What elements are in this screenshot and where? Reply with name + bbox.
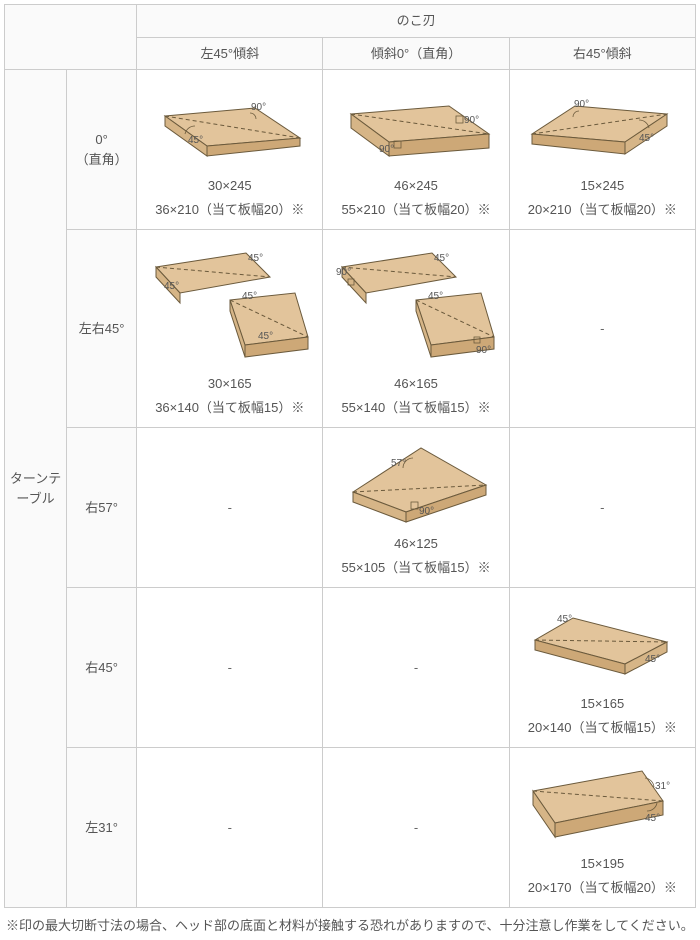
dims-r45-right45-2: 20×140（当て板幅15）※: [528, 718, 677, 738]
svg-text:45°: 45°: [434, 253, 449, 264]
cell-lr45-left45: 45° 45° 45° 45° 30×165 36×140（当て板幅15）※: [137, 230, 323, 428]
svg-text:90°: 90°: [379, 144, 394, 155]
corner-header: [5, 5, 137, 70]
table-row: 右57° - 57° 90°: [5, 428, 696, 588]
cell-r57-left45: -: [137, 428, 323, 588]
diagram-r45-right45: 45° 45°: [527, 598, 677, 690]
col-left45: 左45°傾斜: [137, 37, 323, 70]
diagram-0-right45: 90° 45°: [527, 80, 677, 172]
cell-0-right45: 90° 45° 15×245 20×210（当て板幅20）※: [509, 70, 695, 230]
svg-text:90°: 90°: [574, 99, 589, 110]
svg-text:90°: 90°: [464, 115, 479, 126]
dash: -: [228, 500, 232, 515]
cell-l31-tilt0: -: [323, 748, 509, 908]
diagram-lr45-tilt0: 45° 90° 45° 90°: [336, 240, 496, 370]
dims-r57-tilt0-1: 46×125: [394, 534, 438, 554]
turntable-label: ターンテーブル: [5, 70, 67, 908]
row-lr45-label: 左右45°: [67, 230, 137, 428]
cell-l31-left45: -: [137, 748, 323, 908]
row-r45-label: 右45°: [67, 588, 137, 748]
table-row: 右45° - - 45° 45° 15×165: [5, 588, 696, 748]
dims-r57-tilt0-2: 55×105（当て板幅15）※: [341, 558, 490, 578]
saw-blade-header: のこ刃: [137, 5, 696, 38]
diagram-r57-tilt0: 57° 90°: [341, 438, 491, 530]
row-0-label-l1: 0°: [71, 130, 132, 150]
row-l31-label: 左31°: [67, 748, 137, 908]
dims-l31-right45-2: 20×170（当て板幅20）※: [528, 878, 677, 898]
col-right45: 右45°傾斜: [509, 37, 695, 70]
svg-text:45°: 45°: [645, 813, 660, 824]
svg-text:45°: 45°: [645, 654, 660, 665]
diagram-l31-right45: 31° 45°: [527, 758, 677, 850]
cell-r45-right45: 45° 45° 15×165 20×140（当て板幅15）※: [509, 588, 695, 748]
dims-r45-right45-1: 15×165: [580, 694, 624, 714]
dash: -: [228, 660, 232, 675]
diagram-lr45-left45: 45° 45° 45° 45°: [150, 240, 310, 370]
dash: -: [600, 500, 604, 515]
dims-lr45-tilt0-1: 46×165: [394, 374, 438, 394]
dims-0-tilt0-1: 46×245: [394, 176, 438, 196]
cutting-spec-table: のこ刃 左45°傾斜 傾斜0°（直角） 右45°傾斜 ターンテーブル 0° （直…: [4, 4, 696, 908]
cell-lr45-tilt0: 45° 90° 45° 90° 46×165 5: [323, 230, 509, 428]
cell-r45-left45: -: [137, 588, 323, 748]
svg-text:45°: 45°: [557, 614, 572, 625]
dash: -: [414, 820, 418, 835]
svg-text:90°: 90°: [476, 345, 491, 356]
svg-text:57°: 57°: [391, 458, 406, 469]
svg-text:90°: 90°: [251, 102, 266, 113]
dash: -: [414, 660, 418, 675]
col-tilt0: 傾斜0°（直角）: [323, 37, 509, 70]
svg-text:45°: 45°: [188, 135, 203, 146]
row-0-label: 0° （直角）: [67, 70, 137, 230]
svg-text:45°: 45°: [428, 291, 443, 302]
svg-text:90°: 90°: [336, 267, 351, 278]
cell-0-tilt0: 90° 90° 46×245 55×210（当て板幅20）※: [323, 70, 509, 230]
dims-0-tilt0-2: 55×210（当て板幅20）※: [341, 200, 490, 220]
dims-0-left45-2: 36×210（当て板幅20）※: [155, 200, 304, 220]
table-row: ターンテーブル 0° （直角） 90°: [5, 70, 696, 230]
cell-l31-right45: 31° 45° 15×195 20×170（当て板幅20）※: [509, 748, 695, 908]
dims-l31-right45-1: 15×195: [580, 854, 624, 874]
dash: -: [600, 321, 604, 336]
svg-text:45°: 45°: [258, 331, 273, 342]
table-row: 左右45° 45° 45°: [5, 230, 696, 428]
cell-r57-right45: -: [509, 428, 695, 588]
footnote: ※印の最大切断寸法の場合、ヘッド部の底面と材料が接触する恐れがありますので、十分…: [6, 916, 694, 936]
cell-0-left45: 90° 45° 30×245 36×210（当て板幅20）※: [137, 70, 323, 230]
dims-lr45-left45-1: 30×165: [208, 374, 252, 394]
diagram-0-left45: 90° 45°: [155, 80, 305, 172]
row-r57-label: 右57°: [67, 428, 137, 588]
dims-0-right45-1: 15×245: [580, 176, 624, 196]
cell-r45-tilt0: -: [323, 588, 509, 748]
table-row: 左31° - - 31° 45°: [5, 748, 696, 908]
svg-text:45°: 45°: [248, 253, 263, 264]
diagram-0-tilt0: 90° 90°: [341, 80, 491, 172]
dims-lr45-tilt0-2: 55×140（当て板幅15）※: [341, 398, 490, 418]
dash: -: [228, 820, 232, 835]
svg-text:90°: 90°: [419, 506, 434, 517]
dims-lr45-left45-2: 36×140（当て板幅15）※: [155, 398, 304, 418]
svg-text:31°: 31°: [655, 781, 670, 792]
row-0-label-l2: （直角）: [71, 150, 132, 170]
dims-0-left45-1: 30×245: [208, 176, 252, 196]
svg-text:45°: 45°: [639, 133, 654, 144]
svg-text:45°: 45°: [242, 291, 257, 302]
dims-0-right45-2: 20×210（当て板幅20）※: [528, 200, 677, 220]
cell-lr45-right45: -: [509, 230, 695, 428]
cell-r57-tilt0: 57° 90° 46×125 55×105（当て板幅15）※: [323, 428, 509, 588]
svg-text:45°: 45°: [164, 281, 179, 292]
